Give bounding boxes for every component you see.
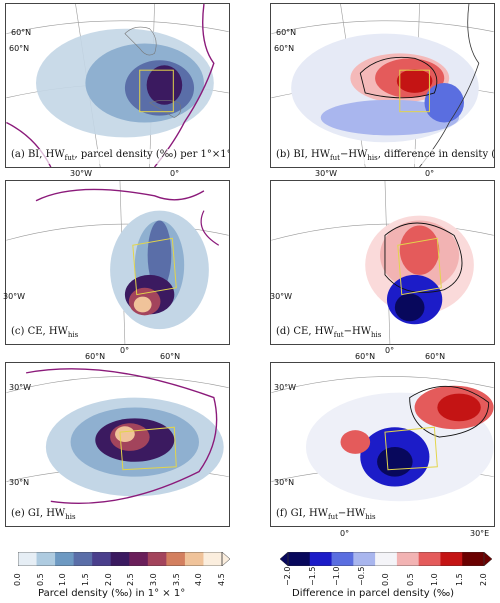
coord-f-30e: 30°E (470, 529, 490, 538)
colorbar-tick-label: 2.0 (479, 573, 488, 586)
coord-c-30w: 30°W (3, 292, 26, 301)
colorbar-segment (288, 552, 311, 566)
colorbar-segment (396, 552, 420, 566)
colorbar-right-title: Difference in parcel density (‰) (292, 588, 455, 599)
panel-c-map: (c) CE, HWhis (5, 180, 230, 345)
colorbar-segment (203, 552, 223, 566)
panel-d-map: (d) CE, HWfut−HWhis (270, 180, 495, 345)
coord-e-60n: 60°N (160, 352, 181, 361)
panel-f-map: 30°W 30°N (f) GI, HWfut−HWhis (270, 362, 495, 527)
panel-a-map: 60°N 60°N (a) BI, HWfut, parcel density … (5, 3, 230, 168)
coord-a-60n-top: 60°N (11, 28, 32, 37)
panel-b-map: 60°N 60°N (b) BI, HWfut−HWhis, differenc… (270, 3, 495, 168)
colorbar-tick-label: −1.0 (332, 566, 341, 586)
colorbar-arrow-right (483, 552, 492, 566)
coord-a-0: 0° (170, 169, 180, 178)
coord-e-30n: 30°N (9, 478, 30, 487)
colorbar-tick-label: 4.0 (194, 573, 204, 586)
colorbar-segment (147, 552, 167, 566)
coord-a-30w: 30°W (70, 169, 93, 178)
colorbar-tick-label: 1.0 (58, 573, 68, 586)
colorbar-segment (375, 552, 398, 566)
colorbar-segment (36, 552, 56, 566)
coord-f-60w: 60°N (355, 352, 376, 361)
colorbar-left (18, 552, 230, 566)
colorbar-segment (92, 552, 112, 566)
colorbar-tick-label: 3.5 (171, 573, 181, 586)
colorbar-segment (331, 552, 354, 566)
map-c (6, 181, 229, 344)
coord-b-60n-left: 60°N (274, 44, 295, 53)
colorbar-tick-label: 1.5 (81, 573, 90, 586)
colorbar-tick-label: −1.5 (307, 566, 317, 586)
colorbar-tick-label: 2.5 (126, 573, 136, 586)
colorbar-segment (353, 552, 376, 566)
colorbar-outline (287, 552, 485, 566)
panel-a-label: (a) BI, HWfut, parcel density (‰) per 1°… (9, 149, 229, 164)
panel-c-label: (c) CE, HWhis (9, 326, 81, 341)
colorbar-tick-label: 0.5 (35, 573, 45, 586)
coord-f-0: 0° (340, 529, 350, 538)
colorbar-left-title: Parcel density (‰) in 1° × 1° (38, 588, 186, 599)
coord-b-0: 0° (425, 169, 435, 178)
coord-e-60w: 60°N (85, 352, 106, 361)
map-f (271, 376, 494, 502)
colorbar-right (280, 552, 492, 566)
panel-e-label: (e) GI, HWhis (9, 508, 78, 523)
coord-b-30w: 30°W (315, 169, 338, 178)
panel-e-map: 30°W 30°N (e) GI, HWhis (5, 362, 230, 527)
colorbar-tick-label: −2.0 (283, 566, 292, 586)
colorbar-tick-label: 2.0 (103, 573, 113, 586)
colorbar-segment (55, 552, 75, 566)
colorbar-segment (462, 552, 485, 566)
colorbar-tick-label: 1.5 (454, 573, 464, 586)
coord-e-30w: 30°W (9, 383, 32, 392)
map-d (271, 181, 494, 344)
colorbar-segment (184, 552, 204, 566)
colorbar-tick-label: 0.0 (13, 573, 22, 586)
colorbar-tick-label: 4.5 (217, 573, 226, 586)
colorbar-segment (166, 552, 186, 566)
coord-b-60n-top: 60°N (276, 28, 297, 37)
colorbar-tick-label: 0.0 (381, 573, 390, 586)
colorbar-segment (110, 552, 130, 566)
colorbar-arrow-right (221, 552, 230, 566)
colorbar-segment (440, 552, 463, 566)
panel-b-label: (b) BI, HWfut−HWhis, difference in densi… (274, 149, 494, 164)
colorbar-tick-label: 0.5 (405, 573, 415, 586)
coord-a-60n-left: 60°N (9, 44, 30, 53)
colorbar-arrow-left (280, 552, 289, 566)
colorbar-tick-label: 1.0 (430, 573, 439, 586)
map-e (6, 368, 229, 504)
coord-d-30w: 30°W (270, 292, 293, 301)
coord-d-0: 0° (385, 346, 395, 355)
colorbar-tick-label: 3.0 (149, 573, 158, 586)
coord-f-30w: 30°W (274, 383, 297, 392)
colorbar-outline (18, 552, 223, 566)
colorbar-tick-label: −0.5 (356, 566, 366, 586)
coord-c-0: 0° (120, 346, 130, 355)
coord-f-60n: 60°N (425, 352, 446, 361)
colorbar-segment (129, 552, 149, 566)
map-a (6, 4, 229, 167)
coord-f-30n: 30°N (274, 478, 295, 487)
panel-d-label: (d) CE, HWfut−HWhis (274, 326, 384, 341)
colorbar-segment (18, 552, 38, 566)
map-b (271, 4, 494, 167)
colorbar-segment (73, 552, 93, 566)
panel-f-label: (f) GI, HWfut−HWhis (274, 508, 378, 523)
colorbar-segment (309, 552, 333, 566)
colorbar-segment (418, 552, 441, 566)
